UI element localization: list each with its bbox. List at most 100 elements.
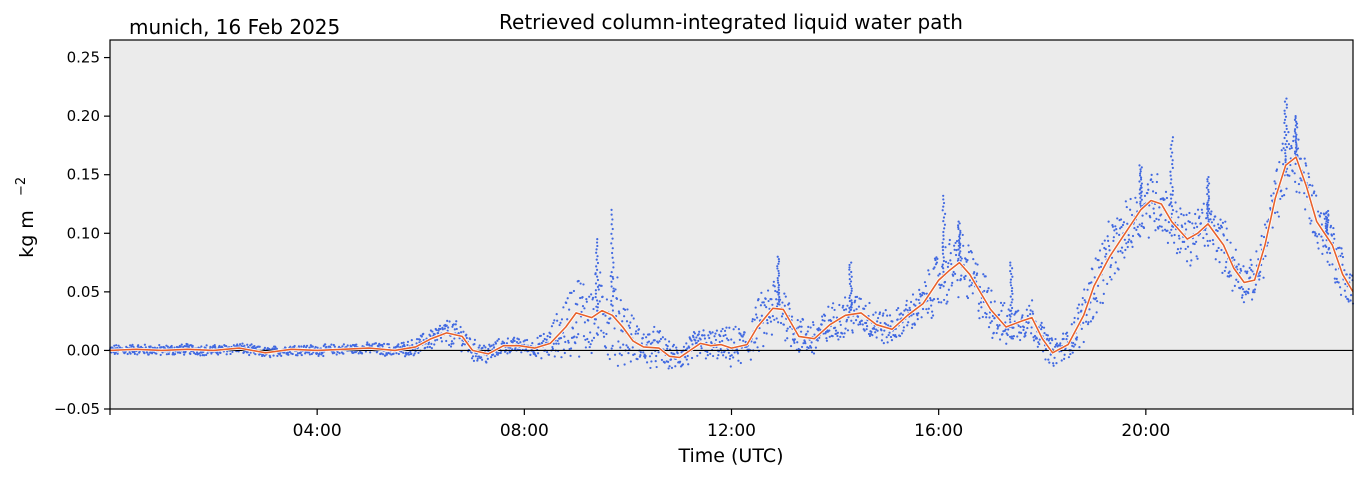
lwp-spike-point <box>957 248 960 251</box>
lwp-data-point <box>1337 281 1340 284</box>
lwp-data-point <box>881 333 884 336</box>
lwp-data-point <box>407 353 411 356</box>
lwp-data-point <box>1218 227 1222 230</box>
lwp-data-point <box>584 346 587 349</box>
lwp-data-point <box>1074 343 1077 346</box>
lwp-data-point <box>765 306 768 309</box>
x-tick-label: 04:00 <box>293 421 342 441</box>
lwp-spike-point <box>776 291 779 294</box>
lwp-data-point <box>830 320 833 323</box>
lwp-data-point <box>756 346 759 349</box>
lwp-data-point <box>342 343 345 346</box>
lwp-data-point <box>247 345 250 349</box>
lwp-data-point <box>606 353 609 356</box>
lwp-data-point <box>1127 234 1130 237</box>
lwp-data-point <box>632 317 635 320</box>
lwp-data-point <box>205 353 208 357</box>
lwp-spike-point <box>956 224 960 227</box>
lwp-data-point <box>209 345 212 348</box>
lwp-data-point <box>1212 243 1215 246</box>
lwp-data-point <box>1240 285 1243 289</box>
lwp-data-point <box>833 308 836 312</box>
lwp-spike-point <box>848 311 851 314</box>
lwp-data-point <box>1288 147 1291 150</box>
lwp-data-point <box>766 321 769 325</box>
lwp-data-point <box>658 340 661 343</box>
lwp-data-point <box>602 331 605 334</box>
lwp-data-point <box>1154 191 1158 195</box>
lwp-data-point <box>397 352 400 356</box>
lwp-data-point <box>476 357 479 360</box>
lwp-data-point <box>732 356 735 359</box>
lwp-spike-point <box>611 275 614 279</box>
lwp-data-point <box>821 319 824 322</box>
lwp-spike-point <box>1169 147 1172 150</box>
lwp-spike-point <box>850 270 853 274</box>
lwp-data-point <box>1072 342 1075 345</box>
lwp-spike-point <box>1327 219 1330 222</box>
lwp-data-point <box>565 301 568 305</box>
lwp-data-point <box>241 342 244 345</box>
lwp-data-point <box>1062 337 1065 341</box>
lwp-data-point <box>1231 256 1235 259</box>
lwp-data-point <box>649 366 652 370</box>
lwp-data-point <box>991 336 994 339</box>
lwp-data-point <box>816 339 819 342</box>
lwp-data-point <box>982 273 985 276</box>
lwp-data-point <box>1019 325 1022 329</box>
lwp-spike-point <box>1294 139 1297 142</box>
lwp-data-point <box>254 353 257 356</box>
lwp-data-point <box>831 306 834 309</box>
lwp-spike-point <box>848 268 851 271</box>
lwp-data-point <box>536 352 540 355</box>
lwp-data-point <box>443 327 446 330</box>
lwp-data-point <box>717 353 720 357</box>
lwp-data-point <box>433 343 436 346</box>
lwp-data-point <box>1327 209 1330 213</box>
lwp-data-point <box>1115 232 1118 235</box>
lwp-spike-point <box>777 298 781 301</box>
lwp-data-point <box>738 338 741 341</box>
lwp-data-point <box>318 352 321 355</box>
lwp-data-point <box>711 331 714 334</box>
lwp-data-point <box>1161 229 1164 232</box>
lwp-data-point <box>438 324 442 327</box>
lwp-data-point <box>434 339 437 342</box>
lwp-data-point <box>988 316 991 319</box>
lwp-data-point <box>155 352 158 355</box>
lwp-spike-point <box>1009 278 1013 281</box>
lwp-data-point <box>1089 320 1093 323</box>
lwp-data-point <box>511 341 514 344</box>
lwp-spike-point <box>958 240 961 244</box>
lwp-data-point <box>887 333 890 337</box>
lwp-data-point <box>871 334 874 337</box>
lwp-data-point <box>721 327 724 331</box>
lwp-data-point <box>1328 263 1331 266</box>
lwp-data-point <box>1309 222 1312 225</box>
lwp-spike-point <box>1171 166 1174 169</box>
lwp-data-point <box>928 273 931 276</box>
lwp-data-point <box>1006 333 1009 337</box>
lwp-data-point <box>1255 250 1258 253</box>
lwp-data-point <box>1196 257 1199 260</box>
lwp-data-point <box>583 321 587 324</box>
lwp-data-point <box>788 325 792 328</box>
lwp-data-point <box>783 292 786 295</box>
lwp-data-point <box>420 335 423 338</box>
lwp-data-point <box>1140 224 1143 228</box>
lwp-data-point <box>1080 327 1083 330</box>
lwp-data-point <box>195 351 199 354</box>
lwp-data-point <box>1119 250 1122 253</box>
lwp-data-point <box>1031 312 1035 315</box>
lwp-data-point <box>218 344 221 348</box>
lwp-spike-point <box>943 227 946 230</box>
lwp-data-point <box>742 339 745 342</box>
lwp-data-point <box>927 269 930 272</box>
lwp-data-point <box>1220 248 1223 252</box>
lwp-data-point <box>374 342 378 345</box>
lwp-spike-point <box>1207 199 1210 202</box>
lwp-data-point <box>765 332 768 335</box>
lwp-data-point <box>1247 292 1250 295</box>
lwp-data-point <box>935 261 939 264</box>
lwp-data-point <box>1012 326 1015 329</box>
